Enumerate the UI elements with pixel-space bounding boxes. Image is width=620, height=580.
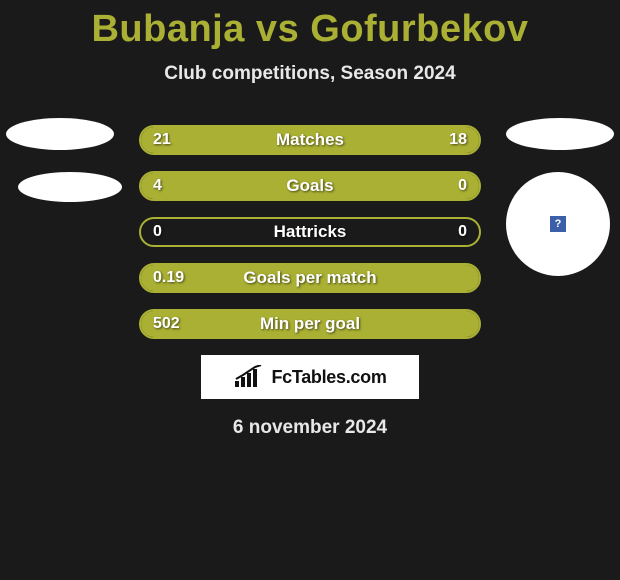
stat-row-goals: 4 Goals 0 (139, 171, 481, 201)
brand-text: FcTables.com (271, 367, 386, 388)
stat-value-right: 18 (437, 127, 479, 153)
page-title: Bubanja vs Gofurbekov (0, 0, 620, 51)
avatar-ellipse (18, 172, 122, 202)
avatar-ellipse (6, 118, 114, 150)
page-subtitle: Club competitions, Season 2024 (0, 63, 620, 85)
stat-row-gpm: 0.19 Goals per match (139, 263, 481, 293)
stat-row-matches: 21 Matches 18 (139, 125, 481, 155)
player-right-avatar: ? (506, 118, 614, 276)
stats-container: 21 Matches 18 4 Goals 0 0 Hattricks 0 0.… (139, 125, 481, 339)
stat-label: Goals (141, 173, 479, 199)
player-left-avatar (6, 118, 122, 224)
stat-label: Goals per match (141, 265, 479, 291)
stat-label: Min per goal (141, 311, 479, 337)
stat-value-right (455, 265, 479, 291)
stat-value-right: 0 (446, 219, 479, 245)
stat-row-mpg: 502 Min per goal (139, 309, 481, 339)
help-icon: ? (550, 216, 566, 232)
stat-value-right (455, 311, 479, 337)
stat-label: Matches (141, 127, 479, 153)
stat-value-right: 0 (446, 173, 479, 199)
avatar-circle: ? (506, 172, 610, 276)
stat-label: Hattricks (141, 219, 479, 245)
chart-icon (233, 365, 265, 389)
brand-logo: FcTables.com (201, 355, 419, 399)
date-label: 6 november 2024 (0, 417, 620, 439)
avatar-ellipse (506, 118, 614, 150)
stat-row-hattricks: 0 Hattricks 0 (139, 217, 481, 247)
